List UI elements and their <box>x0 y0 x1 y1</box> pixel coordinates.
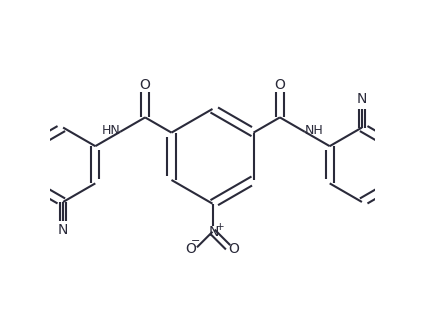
Text: N: N <box>208 225 219 239</box>
Text: HN: HN <box>102 124 120 137</box>
Text: −: − <box>191 236 201 246</box>
Text: O: O <box>140 78 150 92</box>
Text: O: O <box>185 242 196 256</box>
Text: NH: NH <box>305 124 323 137</box>
Text: +: + <box>215 222 224 232</box>
Text: O: O <box>275 78 285 92</box>
Text: O: O <box>229 242 240 256</box>
Text: N: N <box>357 93 367 106</box>
Text: N: N <box>58 223 68 237</box>
